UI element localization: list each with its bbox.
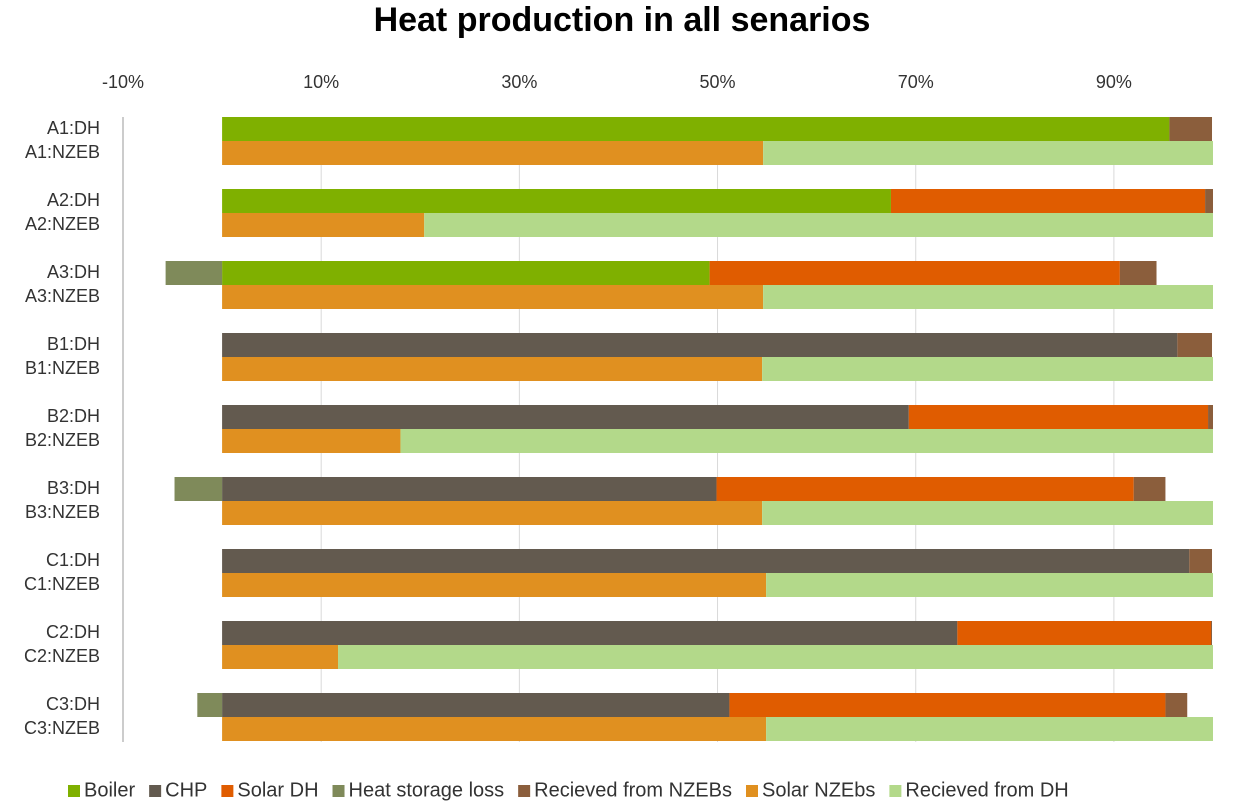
y-tick-label: A2:NZEB	[25, 214, 100, 234]
legend-swatch	[518, 785, 531, 797]
bar-segment	[222, 141, 764, 165]
y-tick-label: B2:NZEB	[25, 430, 100, 450]
bar-segment	[222, 717, 767, 741]
bar-segment	[338, 645, 1213, 669]
y-tick-label: C1:DH	[46, 550, 100, 570]
bar-segment	[763, 141, 1213, 165]
bar-segment	[957, 621, 1212, 645]
bar-segment	[222, 117, 1170, 141]
bar-segment	[222, 261, 710, 285]
y-tick-label: A3:DH	[47, 262, 100, 282]
bar-segment	[222, 693, 730, 717]
y-tick-label: B2:DH	[47, 406, 100, 426]
legend-swatch	[68, 785, 80, 797]
bar-segment	[165, 261, 223, 285]
legend-label: Recieved from DH	[905, 779, 1068, 801]
bar-segment	[1133, 477, 1166, 501]
legend-swatch	[332, 785, 345, 797]
bar-segment	[222, 501, 763, 525]
legend-swatch	[149, 785, 162, 797]
bar-segment	[1208, 405, 1213, 429]
legend-label: Recieved from NZEBs	[534, 779, 732, 801]
y-tick-label: C1:NZEB	[24, 574, 100, 594]
x-tick-label: 30%	[501, 72, 537, 92]
bar-segment	[1119, 261, 1157, 285]
legend-label: Solar DH	[237, 779, 318, 801]
legend-label: CHP	[165, 779, 207, 801]
y-tick-label: A2:DH	[47, 190, 100, 210]
bar-segment	[222, 333, 1178, 357]
x-tick-label: 10%	[303, 72, 339, 92]
x-tick-label: 50%	[700, 72, 736, 92]
bar-segment	[762, 501, 1213, 525]
y-tick-label: B1:DH	[47, 334, 100, 354]
bar-segment	[766, 573, 1213, 597]
bar-segment	[1189, 549, 1213, 573]
x-tick-label: 70%	[898, 72, 934, 92]
x-tick-label: 90%	[1096, 72, 1132, 92]
y-tick-label: A1:NZEB	[25, 142, 100, 162]
y-tick-label: B3:DH	[47, 478, 100, 498]
bar-segment	[890, 189, 1206, 213]
y-tick-label: C3:DH	[46, 694, 100, 714]
y-tick-label: C2:DH	[46, 622, 100, 642]
y-tick-label: C2:NZEB	[24, 646, 100, 666]
bar-segment	[222, 405, 909, 429]
bar-segment	[763, 285, 1213, 309]
legend-swatch	[889, 785, 902, 797]
legend-label: Solar NZEbs	[762, 779, 875, 801]
legend-label: Heat storage loss	[349, 779, 505, 801]
x-tick-label: -10%	[102, 72, 144, 92]
bar-segment	[174, 477, 223, 501]
bar-segment	[729, 693, 1166, 717]
bar-segment	[908, 405, 1209, 429]
y-tick-label: A3:NZEB	[25, 286, 100, 306]
legend-swatch	[221, 785, 234, 797]
bar-segment	[762, 357, 1213, 381]
bar-segment	[1169, 117, 1213, 141]
bar-segment	[1177, 333, 1213, 357]
bar-segment	[1165, 693, 1188, 717]
bar-segment	[709, 261, 1120, 285]
y-tick-label: A1:DH	[47, 118, 100, 138]
bar-segment	[766, 717, 1213, 741]
bar-segment	[222, 213, 425, 237]
bar-segment	[222, 285, 764, 309]
chart-title: Heat production in all senarios	[374, 1, 871, 39]
bar-segment	[222, 621, 958, 645]
bar-segment	[222, 573, 767, 597]
legend-label: Boiler	[84, 779, 135, 801]
y-tick-label: C3:NZEB	[24, 718, 100, 738]
legend-swatch	[746, 785, 758, 797]
bar-segment	[222, 477, 717, 501]
bar-segment	[222, 429, 401, 453]
bar-segment	[197, 693, 223, 717]
bar-segment	[400, 429, 1213, 453]
bar-segment	[222, 189, 891, 213]
y-tick-label: B3:NZEB	[25, 502, 100, 522]
bar-segment	[1205, 189, 1213, 213]
bar-segment	[222, 357, 763, 381]
bar-segment	[222, 549, 1190, 573]
bar-segment	[716, 477, 1134, 501]
bar-segment	[424, 213, 1214, 237]
y-tick-label: B1:NZEB	[25, 358, 100, 378]
bar-segment	[1211, 621, 1213, 645]
bar-segment	[222, 645, 339, 669]
